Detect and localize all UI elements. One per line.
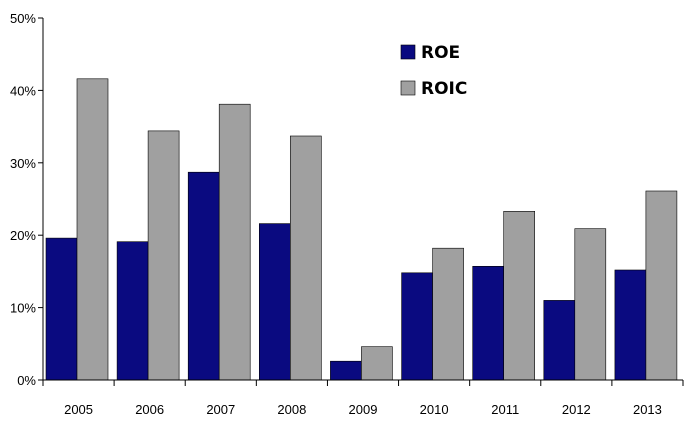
x-tick-label: 2011 <box>491 402 519 417</box>
legend-swatch-roic <box>400 80 416 96</box>
bar-roic-2011 <box>503 211 536 381</box>
bar-roic-2012 <box>574 228 607 381</box>
bar-roe-2010 <box>401 272 433 381</box>
x-tick-label: 2010 <box>420 402 449 417</box>
bar-roic-2005 <box>76 78 109 381</box>
bar-roic-2013 <box>645 190 678 381</box>
y-tick-label: 50% <box>10 11 36 26</box>
bar-roe-2007 <box>187 171 220 381</box>
legend-swatch-roe <box>400 44 416 60</box>
x-tick-label: 2009 <box>349 402 378 417</box>
bar-roic-2009 <box>361 346 393 381</box>
bar-roe-2005 <box>45 237 78 381</box>
bar-roic-2008 <box>289 135 322 381</box>
x-tick-label: 2006 <box>135 402 164 417</box>
bar-roe-2012 <box>543 300 576 381</box>
bar-roe-2009 <box>330 360 362 381</box>
legend-label-roe: ROE <box>421 43 460 63</box>
bar-roe-2013 <box>614 269 647 381</box>
bar-roic-2007 <box>218 103 251 381</box>
bars-group <box>45 78 678 381</box>
bar-roe-2011 <box>472 265 505 381</box>
legend-label-roic: ROIC <box>421 79 467 99</box>
x-tick-label: 2012 <box>562 402 591 417</box>
y-tick-label: 10% <box>10 301 36 316</box>
y-tick-label: 0% <box>17 373 36 388</box>
bar-roe-2008 <box>258 223 291 381</box>
x-tick-label: 2005 <box>64 402 93 417</box>
y-tick-label: 40% <box>10 83 36 98</box>
x-tick-label: 2013 <box>633 402 662 417</box>
legend: ROE ROIC <box>400 43 467 99</box>
y-tick-label: 30% <box>10 156 36 171</box>
bar-roe-2006 <box>116 241 149 381</box>
x-tick-label: 2008 <box>277 402 306 417</box>
y-tick-label: 20% <box>10 228 36 243</box>
bar-roic-2006 <box>147 130 180 381</box>
bar-roic-2010 <box>432 247 464 381</box>
axes-group: 0% 10% 20% 30% 40% 50% 2005 2006 2007 2008 2009 201… <box>10 11 684 417</box>
x-tick-label: 2007 <box>206 402 235 417</box>
